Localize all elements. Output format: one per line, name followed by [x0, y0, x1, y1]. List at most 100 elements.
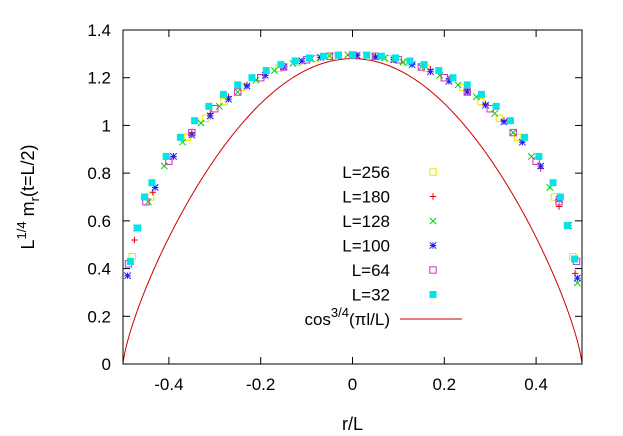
data-point: [197, 119, 205, 127]
legend-entry: L=100: [342, 237, 437, 256]
data-point: [131, 236, 138, 244]
data-point: [298, 57, 306, 65]
data-point: [262, 67, 270, 75]
y-tick-label: 0.8: [87, 164, 111, 183]
data-point: [305, 54, 313, 62]
data-point: [188, 131, 196, 139]
legend-entry: L=128: [342, 212, 437, 231]
y-tick-label: 0: [102, 355, 111, 374]
data-point: [277, 61, 285, 69]
data-point: [408, 61, 416, 69]
data-point: [141, 193, 149, 201]
data-point: [463, 88, 471, 96]
legend-entry: L=256: [342, 163, 437, 182]
y-tick-label: 1: [102, 116, 111, 135]
data-point: [220, 97, 228, 106]
data-point: [454, 81, 462, 89]
data-point: [449, 74, 457, 82]
legend-swatch: [429, 217, 437, 225]
data-point: [176, 133, 184, 141]
data-point: [509, 129, 517, 137]
data-point: [201, 114, 210, 122]
series-points: [124, 51, 581, 268]
data-point: [573, 274, 581, 282]
data-point: [477, 97, 485, 106]
data-point: [234, 88, 242, 96]
data-point: [334, 51, 342, 59]
data-point: [225, 95, 233, 103]
data-point: [148, 179, 156, 187]
data-point: [248, 74, 256, 82]
data-point: [477, 90, 485, 98]
data-point: [188, 128, 196, 137]
legend-label-rest: (πl/L): [349, 310, 390, 329]
data-point: [549, 179, 557, 187]
data-point: [124, 272, 132, 280]
legend-label: cos3/4(πl/L): [304, 305, 390, 329]
y-tick-label: 0.6: [87, 212, 111, 231]
legend-entry: L=64: [352, 261, 437, 280]
data-point: [518, 138, 526, 146]
y-axis-title-prefix: L: [18, 239, 38, 249]
data-point: [406, 57, 414, 65]
x-tick-label: 0: [348, 375, 357, 394]
data-point: [426, 68, 435, 76]
legend-label: L=100: [342, 237, 390, 256]
y-axis-title-suffix: (t=L/2): [18, 145, 38, 198]
data-point: [257, 74, 265, 82]
data-point: [371, 53, 380, 61]
data-point: [270, 67, 279, 75]
legend-entry: L=180: [342, 188, 437, 207]
data-point: [445, 77, 453, 85]
data-point: [325, 52, 334, 60]
data-point: [491, 109, 499, 118]
data-point: [535, 152, 543, 160]
data-point: [353, 51, 361, 59]
data-point: [134, 224, 142, 232]
y-tick-label: 1.4: [87, 21, 111, 40]
data-point: [500, 118, 508, 126]
data-point: [183, 133, 191, 142]
legend-entry: L=32: [352, 286, 437, 305]
data-point: [220, 90, 228, 98]
plot-frame: [122, 29, 583, 365]
legend-swatch: [429, 193, 437, 200]
x-axis-title: r/L: [342, 414, 363, 434]
data-point: [492, 102, 500, 110]
x-tick-label: 0.4: [524, 375, 548, 394]
legend-swatch: [429, 168, 437, 176]
data-point: [435, 67, 443, 75]
data-point: [261, 71, 269, 79]
data-point: [463, 88, 471, 96]
legend-entry: cos3/4(πl/L): [304, 305, 462, 329]
data-point: [537, 162, 545, 170]
y-axis-title-prefix-sup: 1/4: [14, 221, 29, 239]
legend-label: L=256: [342, 163, 390, 182]
data-point: [162, 152, 170, 160]
data-point: [392, 54, 400, 62]
y-axis-title-main: m: [18, 201, 38, 221]
y-axis-title: L1/4 mr(t=L/2): [14, 145, 42, 250]
data-point: [234, 81, 242, 89]
legend-label: L=32: [352, 286, 390, 305]
y-tick-label: 1.2: [87, 69, 111, 88]
legend-swatch: [429, 266, 437, 274]
data-point: [420, 61, 428, 69]
data-point: [514, 133, 522, 142]
data-point: [191, 117, 199, 125]
data-point: [555, 203, 563, 210]
x-tick-label: -0.4: [154, 375, 183, 394]
data-point: [482, 101, 490, 109]
data-point: [243, 82, 251, 90]
x-tick-label: -0.2: [246, 375, 275, 394]
data-point: [399, 58, 407, 66]
data-point: [563, 222, 571, 230]
series-points: [126, 51, 579, 265]
y-tick-label: 0.4: [87, 260, 111, 279]
legend-label: L=180: [342, 188, 390, 207]
legend-swatch: [429, 241, 437, 250]
data-point: [349, 51, 356, 59]
y-tick-label: 0.2: [87, 307, 111, 326]
data-point: [151, 183, 159, 192]
